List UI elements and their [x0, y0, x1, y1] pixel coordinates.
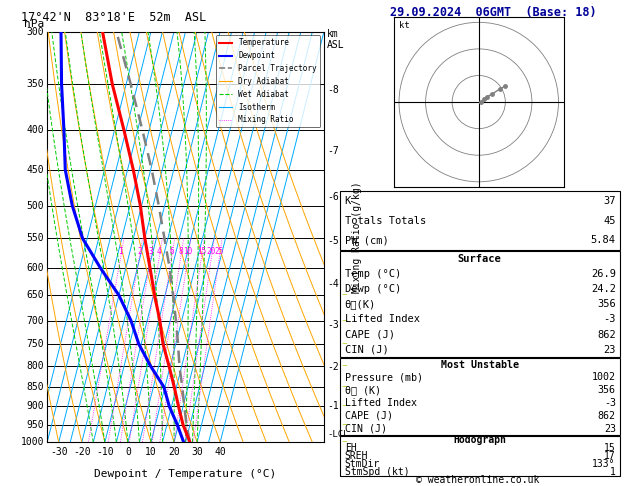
Text: -3: -3 [327, 320, 339, 330]
Text: 10: 10 [145, 447, 157, 457]
Text: −: − [341, 422, 347, 428]
Text: Pressure (mb): Pressure (mb) [345, 372, 423, 382]
Text: 23: 23 [604, 424, 616, 434]
Text: 1002: 1002 [592, 372, 616, 382]
Text: 356: 356 [598, 385, 616, 395]
Text: -1: -1 [327, 401, 339, 411]
Text: Temp (°C): Temp (°C) [345, 269, 401, 279]
Text: CAPE (J): CAPE (J) [345, 330, 394, 340]
Text: 400: 400 [26, 125, 44, 135]
Text: -LCL: -LCL [327, 430, 348, 439]
Text: km
ASL: km ASL [327, 29, 345, 50]
Text: 8: 8 [179, 247, 183, 257]
Text: PW (cm): PW (cm) [345, 235, 389, 245]
Text: 350: 350 [26, 79, 44, 89]
Text: 17: 17 [604, 451, 616, 461]
Text: CIN (J): CIN (J) [345, 424, 387, 434]
Text: −: − [341, 384, 347, 390]
Text: 800: 800 [26, 361, 44, 371]
Text: EH: EH [345, 443, 357, 453]
Text: 500: 500 [26, 201, 44, 211]
Text: −: − [341, 292, 347, 298]
Text: 10: 10 [184, 247, 192, 257]
Text: 30: 30 [191, 447, 203, 457]
Text: 17°42'N  83°18'E  52m  ASL: 17°42'N 83°18'E 52m ASL [21, 11, 206, 23]
Text: Most Unstable: Most Unstable [440, 360, 519, 369]
Text: -6: -6 [327, 192, 339, 202]
Text: 40: 40 [214, 447, 226, 457]
Legend: Temperature, Dewpoint, Parcel Trajectory, Dry Adiabat, Wet Adiabat, Isotherm, Mi: Temperature, Dewpoint, Parcel Trajectory… [216, 35, 320, 127]
Text: 1000: 1000 [21, 437, 44, 447]
Text: Mixing Ratio (g/kg): Mixing Ratio (g/kg) [352, 181, 362, 293]
Text: 850: 850 [26, 382, 44, 392]
Text: 20: 20 [207, 247, 216, 257]
Text: 900: 900 [26, 401, 44, 411]
Text: 45: 45 [603, 216, 616, 226]
Text: 0: 0 [125, 447, 131, 457]
Text: 133°: 133° [593, 459, 616, 469]
Text: −: − [341, 403, 347, 409]
Text: 700: 700 [26, 315, 44, 326]
Text: 1: 1 [118, 247, 123, 257]
Text: θᴄ(K): θᴄ(K) [345, 299, 376, 309]
Text: SREH: SREH [345, 451, 368, 461]
Text: 23: 23 [603, 345, 616, 355]
Text: 15: 15 [197, 247, 206, 257]
Text: 862: 862 [598, 411, 616, 421]
Text: 29.09.2024  06GMT  (Base: 18): 29.09.2024 06GMT (Base: 18) [390, 6, 596, 18]
Text: -7: -7 [327, 146, 339, 156]
Text: −: − [341, 317, 347, 324]
Text: Lifted Index: Lifted Index [345, 398, 416, 408]
Text: -10: -10 [96, 447, 114, 457]
Text: Surface: Surface [458, 254, 501, 264]
Text: -8: -8 [327, 85, 339, 95]
Text: 5.84: 5.84 [591, 235, 616, 245]
Text: StmSpd (kt): StmSpd (kt) [345, 467, 409, 477]
Text: 550: 550 [26, 233, 44, 243]
Text: kt: kt [399, 20, 409, 30]
Text: © weatheronline.co.uk: © weatheronline.co.uk [416, 474, 540, 485]
Text: 6: 6 [169, 247, 174, 257]
Text: K: K [345, 196, 351, 206]
Text: Totals Totals: Totals Totals [345, 216, 426, 226]
Text: -3: -3 [604, 398, 616, 408]
Text: 20: 20 [168, 447, 180, 457]
Text: θᴄ (K): θᴄ (K) [345, 385, 381, 395]
Text: 4: 4 [157, 247, 162, 257]
Text: 25: 25 [214, 247, 224, 257]
Text: −: − [341, 341, 347, 347]
Text: −: − [341, 439, 347, 445]
Text: 15: 15 [604, 443, 616, 453]
Text: Dewp (°C): Dewp (°C) [345, 284, 401, 294]
Text: 37: 37 [603, 196, 616, 206]
Text: Hodograph: Hodograph [453, 435, 506, 445]
Text: -20: -20 [73, 447, 91, 457]
Text: CAPE (J): CAPE (J) [345, 411, 392, 421]
Text: −: − [341, 363, 347, 369]
Text: 1: 1 [610, 467, 616, 477]
Text: 356: 356 [597, 299, 616, 309]
Text: hPa: hPa [24, 19, 44, 29]
Text: 750: 750 [26, 339, 44, 349]
Text: 24.2: 24.2 [591, 284, 616, 294]
Text: 26.9: 26.9 [591, 269, 616, 279]
Text: Lifted Index: Lifted Index [345, 314, 420, 324]
Text: 862: 862 [597, 330, 616, 340]
Text: -4: -4 [327, 278, 339, 289]
Text: 950: 950 [26, 420, 44, 430]
Text: 600: 600 [26, 263, 44, 273]
Text: -2: -2 [327, 362, 339, 372]
Text: 300: 300 [26, 27, 44, 36]
Text: StmDir: StmDir [345, 459, 380, 469]
Text: 3: 3 [148, 247, 153, 257]
Text: 650: 650 [26, 290, 44, 300]
Text: 450: 450 [26, 165, 44, 175]
Text: 2: 2 [137, 247, 142, 257]
Text: -5: -5 [327, 236, 339, 246]
Text: -30: -30 [50, 447, 67, 457]
Text: Dewpoint / Temperature (°C): Dewpoint / Temperature (°C) [94, 469, 277, 479]
Text: CIN (J): CIN (J) [345, 345, 389, 355]
Text: -3: -3 [603, 314, 616, 324]
